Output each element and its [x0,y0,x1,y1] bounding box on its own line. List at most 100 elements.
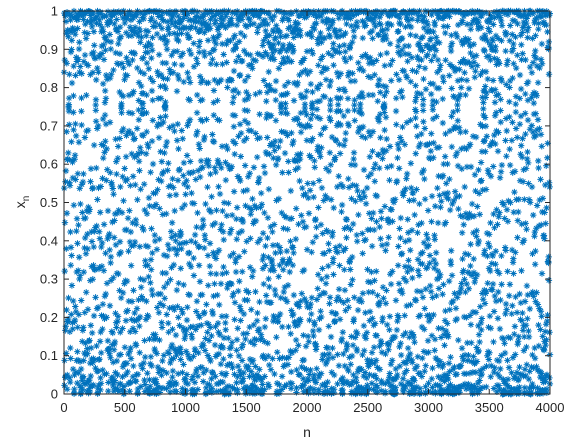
data-point [363,184,371,192]
data-point [231,32,239,39]
data-point [272,47,279,54]
data-point [260,77,268,84]
data-point [408,54,416,61]
data-point [321,289,329,297]
data-point [115,270,122,278]
data-point [212,12,219,19]
data-point [301,295,308,303]
data-point [222,159,229,166]
data-point [223,212,231,219]
data-point [301,365,308,372]
data-point [244,95,252,103]
data-point [497,75,505,82]
data-point [271,12,278,20]
data-point [115,351,123,359]
data-point [246,389,253,397]
data-point [415,221,422,228]
data-point [108,181,116,189]
data-point [354,368,362,375]
data-point [174,48,181,55]
data-point [462,35,469,42]
data-point [341,266,348,273]
data-point [231,150,238,158]
data-point [106,119,114,126]
data-point [405,236,413,244]
data-point [506,281,514,288]
data-point [254,135,261,142]
data-point [495,91,502,98]
data-point [285,169,292,176]
data-point [136,18,143,25]
data-point [510,375,518,382]
data-point [444,160,451,168]
data-point [487,362,495,369]
data-point [421,326,428,333]
data-point [256,51,264,58]
data-point [216,301,223,309]
data-point [543,162,550,170]
data-point [324,355,332,362]
data-point [285,323,292,331]
data-point [395,280,403,287]
data-point [317,153,324,160]
data-point [365,288,372,296]
data-point [246,373,253,380]
data-point [63,306,70,314]
data-point [137,39,144,46]
data-point [349,181,356,189]
data-point [193,366,200,373]
data-point [405,257,412,264]
data-point [378,340,385,347]
data-point [282,105,289,112]
data-point [162,269,170,277]
data-point [84,350,91,357]
data-point [356,124,363,131]
data-point [300,382,308,389]
data-point [241,117,249,124]
data-point [516,121,524,128]
data-point [174,177,182,184]
data-point [530,384,537,391]
data-point [132,342,140,349]
data-point [347,361,354,368]
data-point [98,50,106,57]
data-point [491,55,498,62]
data-point [209,13,216,20]
data-point [413,383,421,391]
data-point [114,318,121,325]
data-point [485,356,493,363]
data-point [113,170,120,178]
data-point [460,221,467,228]
y-tick-label: 0.9 [40,42,58,57]
data-point [508,369,515,376]
data-point [67,28,75,36]
data-point [417,140,424,148]
data-point [145,39,152,47]
data-point [213,61,220,68]
data-point [415,143,423,151]
data-point [268,42,276,49]
data-point [100,221,108,228]
data-point [297,32,304,39]
data-point [483,9,490,16]
data-point [421,368,428,375]
data-point [96,235,104,242]
data-point [478,34,486,42]
data-point [112,385,119,392]
data-point [423,349,430,357]
data-point [362,134,369,142]
data-point [256,134,264,142]
data-point [386,12,393,20]
data-point [70,201,78,209]
data-point [236,278,243,285]
data-point [256,14,263,21]
data-point [444,189,452,197]
data-point [179,135,186,142]
data-point [371,320,379,327]
data-point [532,110,539,117]
data-point [506,98,513,105]
data-point [431,52,438,60]
data-point [386,370,393,377]
data-point [322,192,329,199]
data-point [463,163,471,171]
